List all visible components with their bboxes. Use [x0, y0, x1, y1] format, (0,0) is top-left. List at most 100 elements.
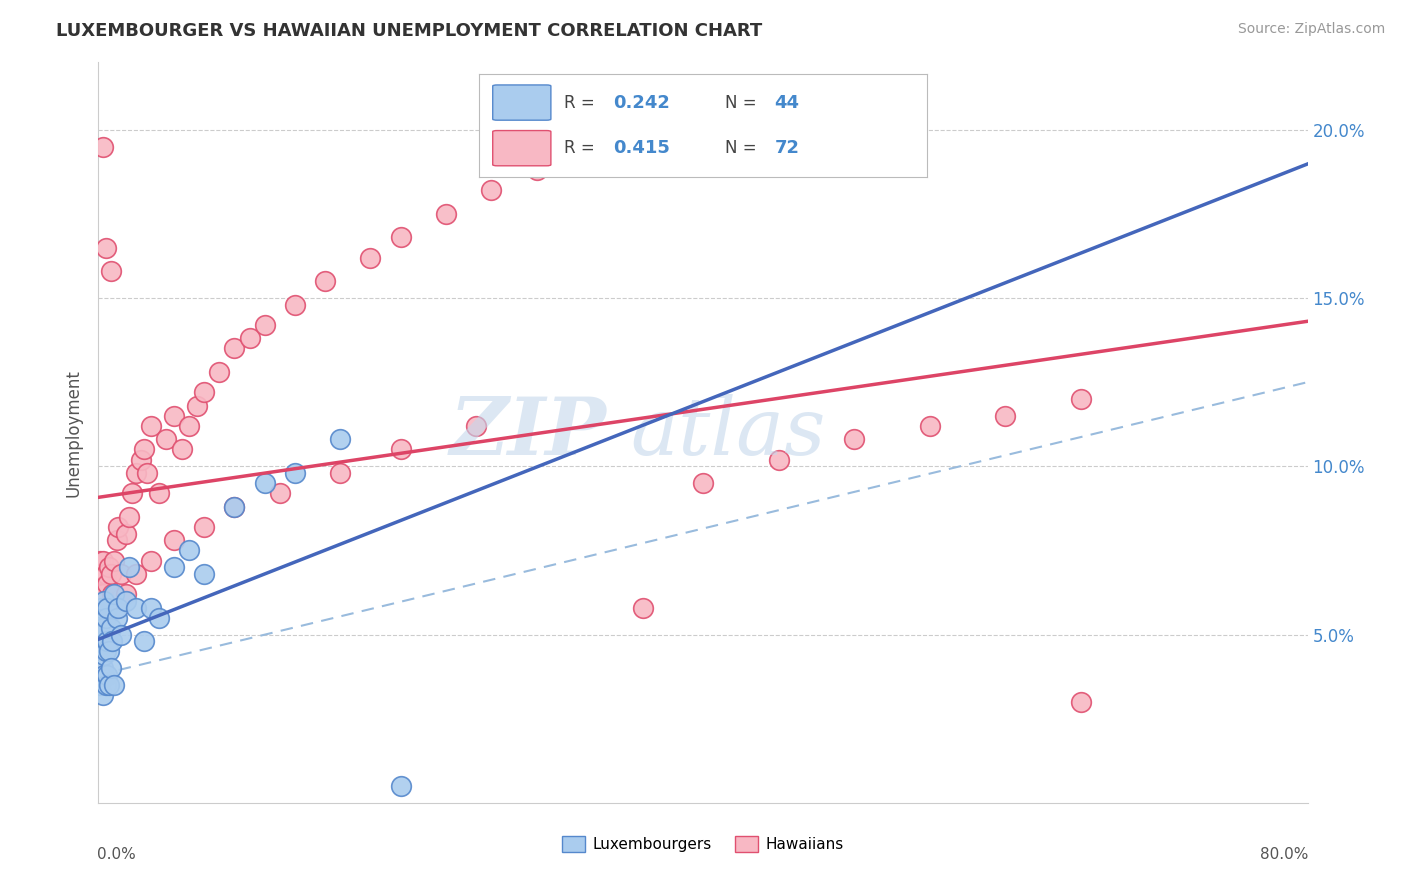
Point	[90, 668, 112, 682]
Point	[96, 634, 118, 648]
Point	[100, 621, 122, 635]
Point	[141, 418, 163, 433]
Point	[193, 566, 215, 581]
Point	[170, 442, 193, 457]
Point	[465, 418, 488, 433]
Point	[329, 433, 352, 447]
Point	[103, 553, 125, 567]
Point	[89, 634, 111, 648]
Point	[631, 600, 654, 615]
Point	[98, 560, 121, 574]
Point	[193, 385, 215, 400]
Point	[129, 452, 152, 467]
Point	[284, 298, 307, 312]
Point	[89, 587, 111, 601]
Point	[90, 600, 112, 615]
Point	[110, 566, 132, 581]
Point	[132, 442, 155, 457]
Point	[105, 610, 128, 624]
Point	[125, 466, 148, 480]
Point	[105, 600, 128, 615]
Point	[89, 553, 111, 567]
Text: ZIP: ZIP	[450, 394, 606, 471]
Point	[93, 648, 115, 662]
Point	[179, 543, 201, 558]
Point	[125, 600, 148, 615]
Point	[114, 526, 136, 541]
Point	[239, 331, 262, 345]
Point	[163, 533, 186, 548]
Point	[110, 627, 132, 641]
Point	[89, 627, 111, 641]
Point	[284, 466, 307, 480]
Point	[91, 621, 114, 635]
Point	[389, 442, 412, 457]
Text: Source: ZipAtlas.com: Source: ZipAtlas.com	[1237, 22, 1385, 37]
Point	[155, 433, 177, 447]
Point	[571, 150, 593, 164]
Point	[94, 678, 117, 692]
Point	[179, 418, 201, 433]
Point	[91, 139, 114, 153]
Point	[96, 600, 118, 615]
Point	[93, 594, 115, 608]
Point	[118, 560, 141, 574]
Point	[135, 466, 157, 480]
Point	[526, 163, 548, 178]
Point	[90, 566, 112, 581]
Point	[844, 433, 866, 447]
Point	[101, 587, 124, 601]
Point	[96, 634, 118, 648]
Point	[314, 274, 336, 288]
Point	[94, 566, 117, 581]
Point	[94, 610, 117, 624]
Point	[141, 553, 163, 567]
Point	[105, 533, 128, 548]
Point	[107, 600, 129, 615]
Point	[125, 566, 148, 581]
Point	[434, 207, 457, 221]
Point	[94, 240, 117, 255]
Point	[224, 500, 246, 514]
Point	[91, 688, 114, 702]
Point	[93, 668, 115, 682]
Point	[100, 566, 122, 581]
Point	[100, 264, 122, 278]
Point	[91, 627, 114, 641]
Point	[114, 587, 136, 601]
Point	[768, 452, 790, 467]
Point	[360, 251, 382, 265]
Point	[93, 644, 115, 658]
Point	[132, 634, 155, 648]
Point	[89, 678, 111, 692]
Legend: Luxembourgers, Hawaiians: Luxembourgers, Hawaiians	[557, 830, 849, 858]
Point	[224, 500, 246, 514]
Point	[163, 409, 186, 423]
Point	[94, 644, 117, 658]
Point	[224, 342, 246, 356]
Point	[253, 318, 276, 332]
Point	[90, 634, 112, 648]
Text: 80.0%: 80.0%	[1260, 847, 1309, 863]
Point	[1070, 392, 1092, 406]
Point	[91, 661, 114, 675]
Point	[1070, 695, 1092, 709]
Point	[163, 560, 186, 574]
Point	[93, 600, 115, 615]
Point	[253, 476, 276, 491]
Point	[186, 399, 208, 413]
Text: LUXEMBOURGER VS HAWAIIAN UNEMPLOYMENT CORRELATION CHART: LUXEMBOURGER VS HAWAIIAN UNEMPLOYMENT CO…	[56, 22, 762, 40]
Point	[90, 627, 112, 641]
Point	[114, 594, 136, 608]
Point	[329, 466, 352, 480]
Y-axis label: Unemployment: Unemployment	[65, 368, 83, 497]
Point	[141, 600, 163, 615]
Point	[96, 577, 118, 591]
Point	[103, 678, 125, 692]
Point	[91, 587, 114, 601]
Point	[389, 230, 412, 244]
Point	[98, 678, 121, 692]
Point	[100, 661, 122, 675]
Point	[91, 621, 114, 635]
Point	[107, 520, 129, 534]
